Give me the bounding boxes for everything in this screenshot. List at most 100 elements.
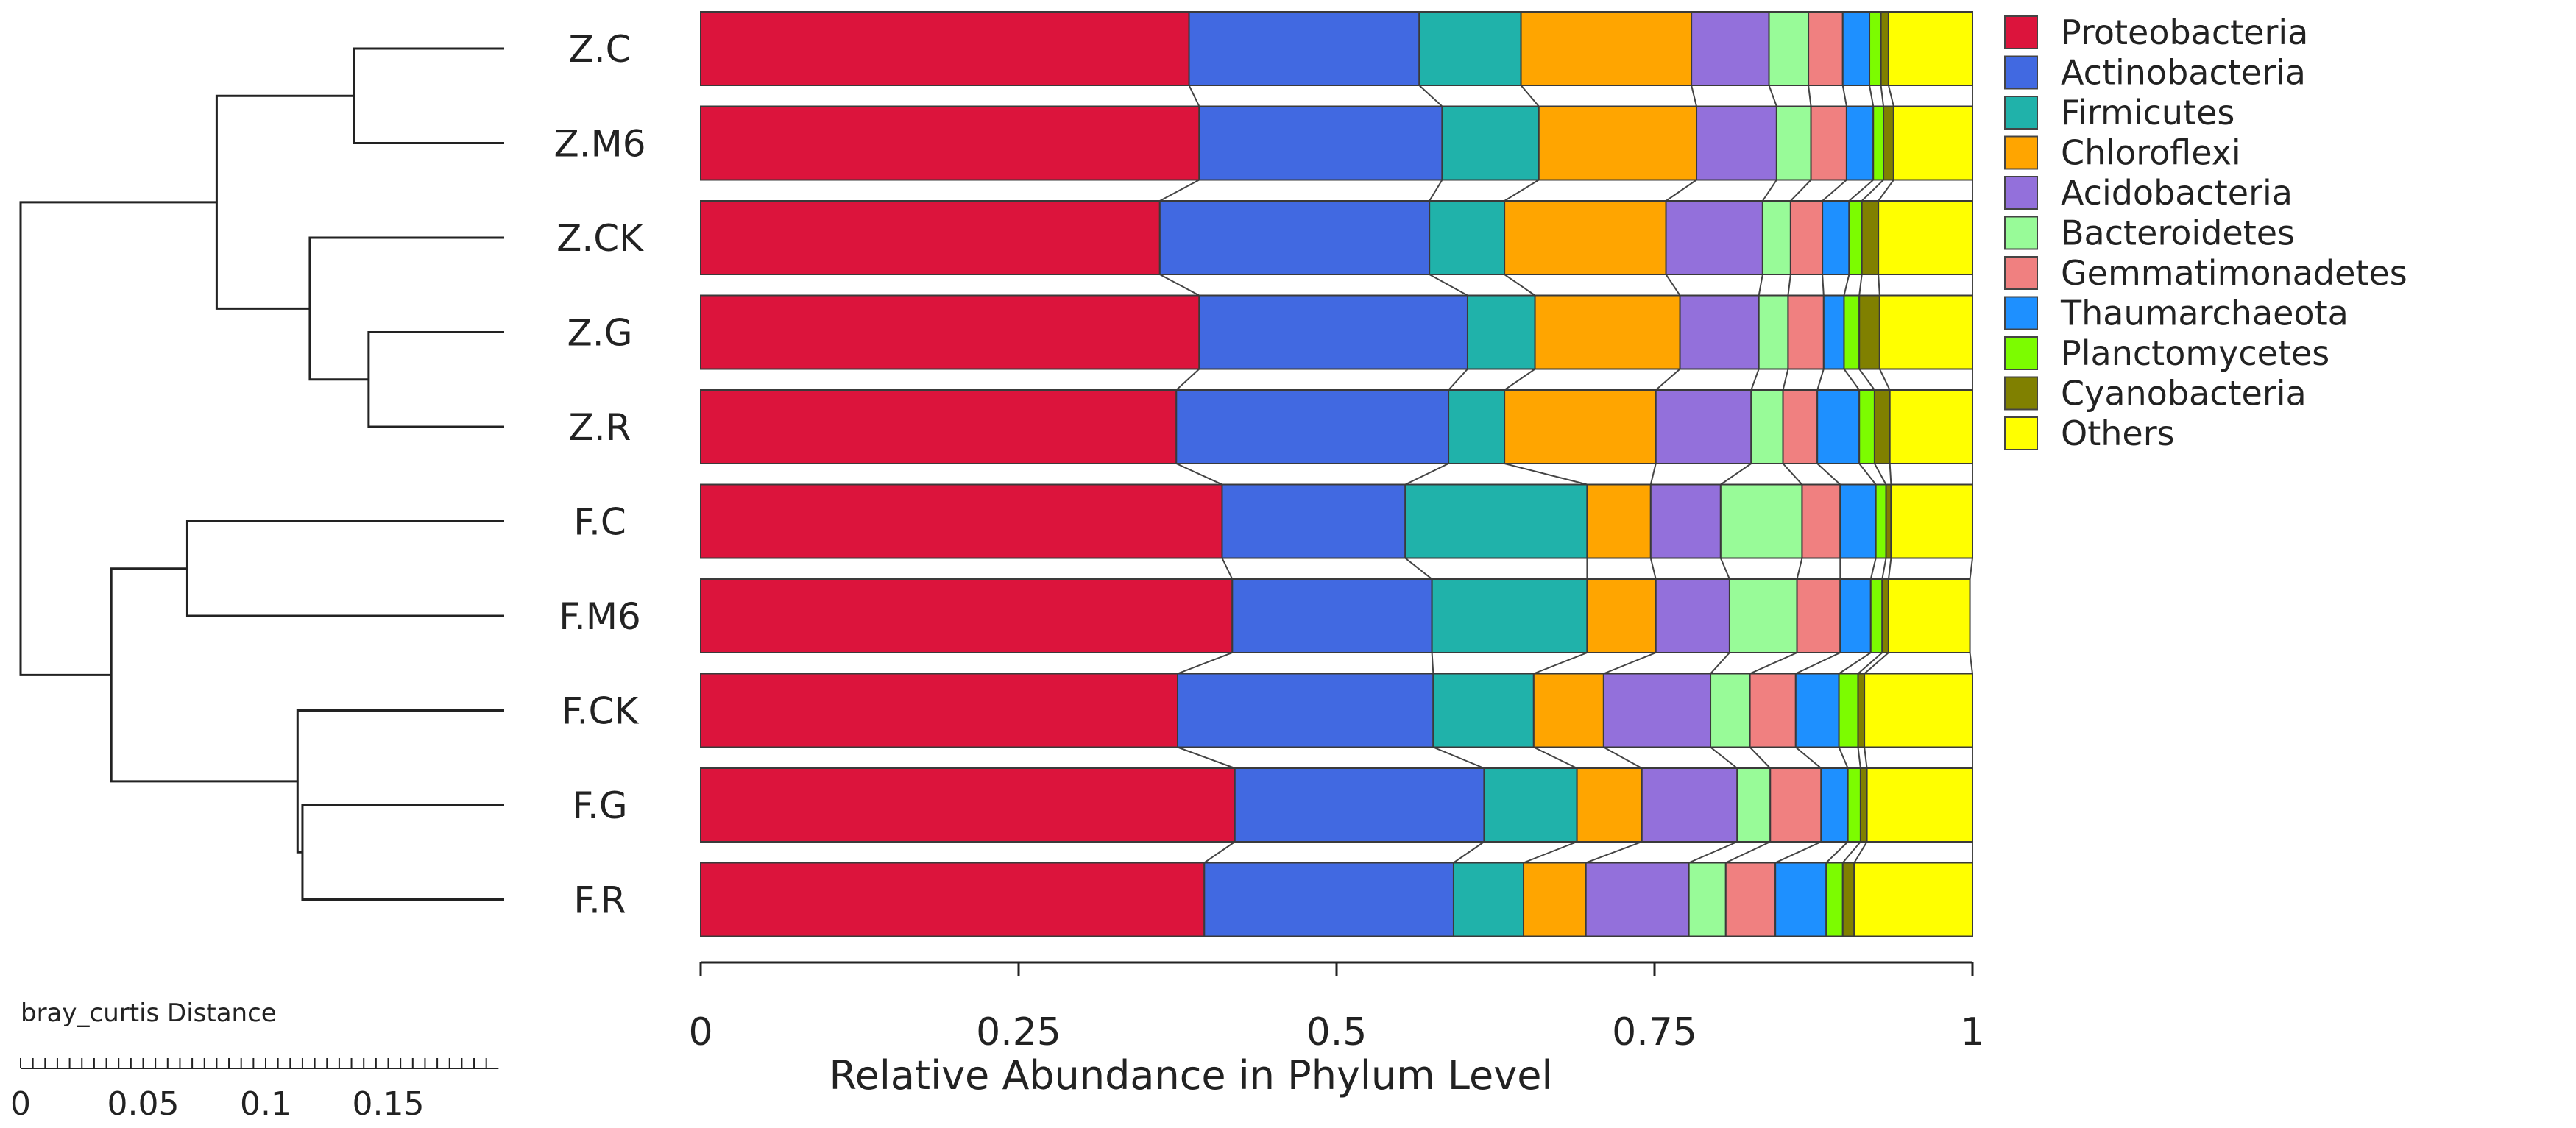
connector-line [1504,463,1588,486]
bar-segment-f-g-firmicutes [1483,767,1578,843]
scale-tick-label: 0.1 [240,1085,291,1123]
bar-segment-z-g-bacteroidetes [1758,294,1789,370]
bar-segment-z-c-thaumarchaeota [1841,11,1871,86]
x-axis-label: Relative Abundance in Phylum Level [829,1052,1553,1099]
legend-swatch-chloroflexi [2004,135,2038,170]
connector-line [1758,274,1763,296]
bar-segment-f-r-actinobacteria [1203,862,1454,937]
connector-line [1887,85,1894,107]
connector-line [1853,841,1868,864]
dendrogram [19,47,504,901]
bar-segment-f-m6-gemmatimonadetes [1796,578,1841,653]
bar-segment-f-m6-chloroflexi [1586,578,1657,653]
scale-tick-label: 0.15 [353,1085,425,1123]
bar-segment-z-g-proteobacteria [700,294,1200,370]
connector-line [1418,85,1443,107]
dendrogram-branch [301,804,504,901]
bar-segment-f-c-acidobacteria [1649,483,1722,559]
bar-segment-z-m6-firmicutes [1441,105,1540,181]
connector-line [1869,85,1875,107]
bar-segment-z-c-firmicutes [1418,11,1522,86]
bar-segment-z-g-actinobacteria [1198,294,1468,370]
connector-line [1725,841,1771,864]
connector-line [1429,274,1468,297]
bar-segment-z-m6-actinobacteria [1198,105,1443,181]
bar-segment-z-r-proteobacteria [700,389,1178,464]
connector-line [1878,274,1880,296]
bar-segment-f-ck-firmicutes [1432,673,1535,748]
bar-segment-f-ck-thaumarchaeota [1794,673,1840,748]
connector-line [1749,652,1797,675]
dendrogram-metric-label: bray_curtis Distance [21,998,277,1028]
connector-line [1969,652,1973,674]
connector-line [1603,652,1657,675]
dendrogram-branch [296,709,504,854]
connector-line [1188,85,1200,107]
bar-segment-f-m6-thaumarchaeota [1839,578,1872,653]
sample-label-z-c: Z.C [568,28,631,71]
connector-line [1221,558,1234,580]
bar-segment-z-ck-cyanobacteria [1861,200,1880,275]
connector-line [1795,652,1841,675]
bar-segment-f-g-acidobacteria [1641,767,1738,843]
bar-segment-f-ck-acidobacteria [1602,673,1712,748]
bar-segment-z-c-bacteroidetes [1768,11,1810,86]
connector-line [1861,179,1884,202]
connector-line [1822,274,1825,296]
bar-segment-z-m6-cyanobacteria [1883,105,1894,181]
bar-segment-z-c-cyanobacteria [1880,11,1889,86]
bar-segment-z-r-acidobacteria [1655,389,1752,464]
bar-segment-f-m6-cyanobacteria [1881,578,1889,653]
bar-segment-z-r-thaumarchaeota [1816,389,1861,464]
connector-line [1790,179,1812,202]
x-tick-label: 0.25 [976,1010,1061,1054]
bar-segment-z-ck-acidobacteria [1665,200,1763,275]
bar-segment-f-r-acidobacteria [1585,862,1690,937]
bar-segment-z-ck-others [1878,200,1973,275]
legend: ProteobacteriaActinobacteriaFirmicutesCh… [2004,13,2407,453]
bar-segment-z-r-cyanobacteria [1873,389,1891,464]
dendrogram-branch [185,520,504,617]
bar-connectors [1159,85,1973,864]
connector-line [1649,558,1657,580]
bar-segment-z-g-thaumarchaeota [1822,294,1845,370]
bar-segment-f-r-chloroflexi [1523,862,1587,937]
bar-segment-f-g-bacteroidetes [1736,767,1772,843]
connector-line [1585,841,1643,864]
connector-line [1874,463,1887,485]
connector-line [1533,746,1578,769]
bar-segment-z-ck-gemmatimonadetes [1789,200,1824,275]
bar-segment-f-g-chloroflexi [1576,767,1643,843]
dendrogram-branch [308,236,504,381]
connector-line [1720,463,1752,486]
bar-segment-f-r-proteobacteria [700,862,1206,937]
connector-line [1175,368,1200,391]
sample-label-z-r: Z.R [569,406,631,449]
bar-segment-z-r-planctomycetes [1858,389,1875,464]
connector-line [1782,369,1789,391]
sample-label-f-g: F.G [572,784,627,827]
stacked-bars [700,11,1974,937]
sample-label-f-ck: F.CK [562,690,640,733]
sample-label-z-g: Z.G [567,312,633,355]
bar-segment-f-g-others [1866,767,1973,843]
bar-segment-z-ck-bacteroidetes [1761,200,1791,275]
bar-segment-f-ck-actinobacteria [1177,673,1434,748]
connector-line [1520,85,1540,107]
bar-segment-z-g-firmicutes [1466,294,1536,370]
legend-swatch-actinobacteria [2004,55,2038,90]
connector-line [1782,463,1803,486]
connector-line [1710,746,1738,769]
bar-segment-f-ck-chloroflexi [1532,673,1604,748]
connector-line [1858,463,1877,486]
legend-label-actinobacteria: Actinobacteria [2061,53,2306,93]
connector-line [1774,841,1822,864]
bar-segment-f-c-gemmatimonadetes [1801,483,1841,559]
bar-segment-z-g-gemmatimonadetes [1787,294,1825,370]
bar-segment-f-m6-actinobacteria [1231,578,1433,653]
dendrogram-branch [215,94,354,310]
bar-segment-f-c-planctomycetes [1875,483,1887,559]
bar-segment-f-r-thaumarchaeota [1774,862,1827,937]
connector-line [1750,369,1760,391]
x-tick-label: 0.75 [1612,1010,1697,1054]
